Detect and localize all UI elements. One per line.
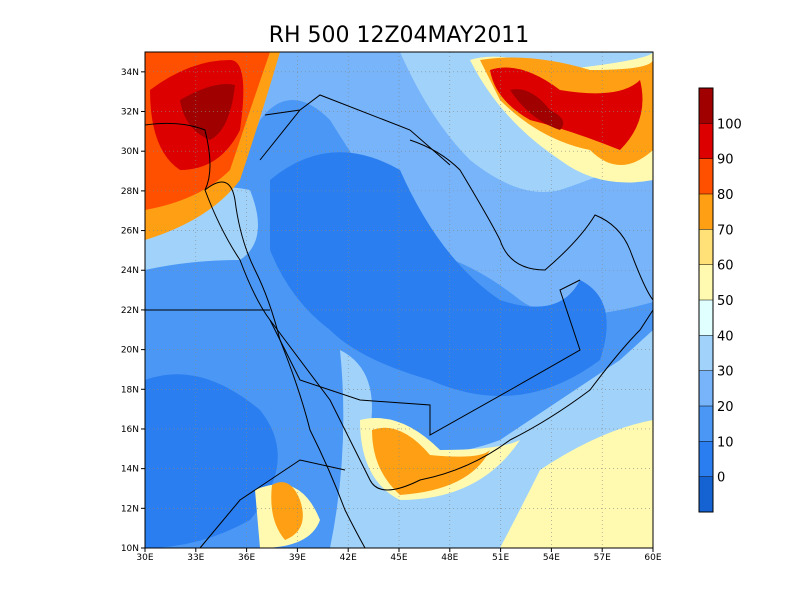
y-tick-label: 26N	[121, 227, 139, 237]
y-tick-label: 28N	[121, 187, 139, 197]
colorbar-swatch	[699, 300, 713, 336]
field-region	[510, 89, 564, 130]
y-tick-label: 22N	[121, 306, 139, 316]
colorbar-label: 30	[717, 365, 734, 380]
colorbar-label: 100	[717, 117, 742, 132]
map-frame	[144, 51, 654, 549]
colorbar-swatch	[699, 158, 713, 194]
y-tick-label: 34N	[121, 68, 139, 78]
x-tick-label: 45E	[390, 553, 407, 563]
colorbar-swatch	[699, 370, 713, 406]
field-region	[372, 427, 490, 495]
coastline	[409, 139, 654, 301]
y-tick-label: 14N	[121, 465, 139, 475]
x-tick-label: 48E	[441, 553, 458, 563]
x-tick-label: 39E	[289, 553, 306, 563]
colorbar-swatch	[699, 476, 713, 512]
y-tick-label: 16N	[121, 425, 139, 435]
field-region	[271, 482, 303, 540]
colorbar-swatch	[699, 441, 713, 477]
y-tick-label: 30N	[121, 147, 139, 157]
y-tick-label: 18N	[121, 385, 139, 395]
x-tick-label: 33E	[187, 553, 204, 563]
y-tick-label: 24N	[121, 266, 139, 276]
colorbar-label: 60	[717, 259, 734, 274]
coastlines	[144, 94, 654, 549]
y-tick-label: 12N	[121, 504, 139, 514]
colorbar-label: 40	[717, 329, 734, 344]
x-tick-label: 42E	[340, 553, 357, 563]
colorbar-label: 20	[717, 400, 734, 415]
field-region	[490, 67, 643, 150]
colorbar-swatch	[699, 335, 713, 371]
colorbar-label: 90	[717, 153, 734, 168]
field	[145, 52, 653, 548]
field-region	[500, 420, 653, 548]
y-tick-label: 20N	[121, 346, 139, 356]
x-tick-label: 30E	[136, 553, 153, 563]
colorbar-swatch	[699, 123, 713, 159]
colorbar: 0 10 20 30 40 50 60 70 80 90 100	[698, 87, 742, 513]
colorbar-label: 50	[717, 294, 734, 309]
colorbar-label: 10	[717, 435, 734, 450]
y-tick-label: 10N	[121, 544, 139, 554]
colorbar-label: 0	[717, 471, 725, 486]
y-tick-label: 32N	[121, 108, 139, 118]
field-region	[145, 374, 278, 548]
x-tick-label: 54E	[543, 553, 560, 563]
x-tick-label: 36E	[238, 553, 255, 563]
colorbar-swatch	[699, 194, 713, 230]
colorbar-swatch	[699, 264, 713, 300]
title: RH 500 12Z04MAY2011	[269, 23, 530, 48]
x-tick-label: 57E	[594, 553, 611, 563]
colorbar-swatch	[699, 406, 713, 442]
colorbar-label: 80	[717, 188, 734, 203]
colorbar-swatch	[699, 229, 713, 265]
colorbar-label: 70	[717, 223, 734, 238]
x-tick-label: 60E	[644, 553, 661, 563]
field-region	[270, 152, 607, 396]
colorbar-swatch	[699, 88, 713, 124]
graticule	[141, 52, 654, 552]
x-tick-label: 51E	[492, 553, 509, 563]
border	[145, 94, 581, 549]
